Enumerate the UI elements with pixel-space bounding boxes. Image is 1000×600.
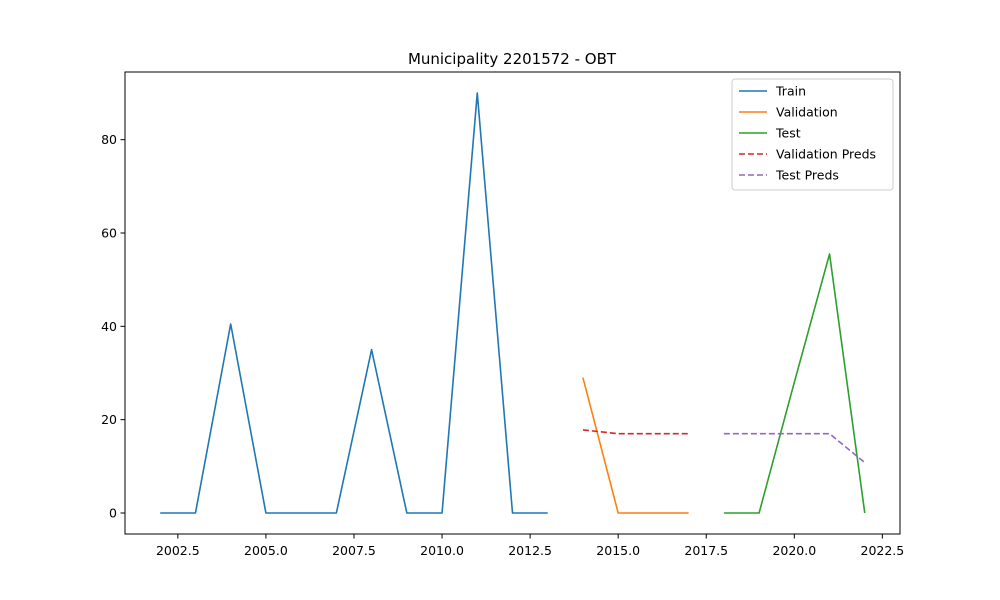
legend-label: Test <box>775 126 801 141</box>
x-tick-label: 2007.5 <box>332 543 376 558</box>
series-line-test-preds <box>723 432 866 464</box>
legend-box <box>731 78 894 191</box>
x-tick-label: 2015.0 <box>596 543 640 558</box>
legend-label: Validation Preds <box>776 147 876 162</box>
y-tick-label: 40 <box>101 319 117 334</box>
x-tick-label: 2005.0 <box>244 543 288 558</box>
y-tick-label: 0 <box>109 506 117 521</box>
chart-title: Municipality 2201572 - OBT <box>408 50 617 68</box>
axis-layer: 2002.5 2005.0 2007.5 2010.0 2012.5 2015.0 2017… <box>101 132 904 558</box>
series-layer <box>160 92 866 514</box>
series-line-train <box>160 92 548 514</box>
y-tick-label: 20 <box>101 412 117 427</box>
legend-label: Test Preds <box>775 168 839 183</box>
y-tick-label: 60 <box>101 226 117 241</box>
series-line-validation <box>582 377 689 514</box>
series-line-test <box>723 253 866 514</box>
plot-frame <box>124 71 901 535</box>
legend: Train Validation Test Validation Preds Test … <box>731 78 894 191</box>
x-tick-label: 2020.0 <box>772 543 816 558</box>
x-tick-label: 2022.5 <box>861 543 905 558</box>
x-tick-label: 2002.5 <box>156 543 200 558</box>
x-tick-label: 2010.0 <box>420 543 464 558</box>
y-tick-label: 80 <box>101 132 117 147</box>
x-tick-label: 2017.5 <box>684 543 728 558</box>
legend-label: Train <box>775 84 806 99</box>
legend-label: Validation <box>776 105 838 120</box>
x-tick-label: 2012.5 <box>508 543 552 558</box>
